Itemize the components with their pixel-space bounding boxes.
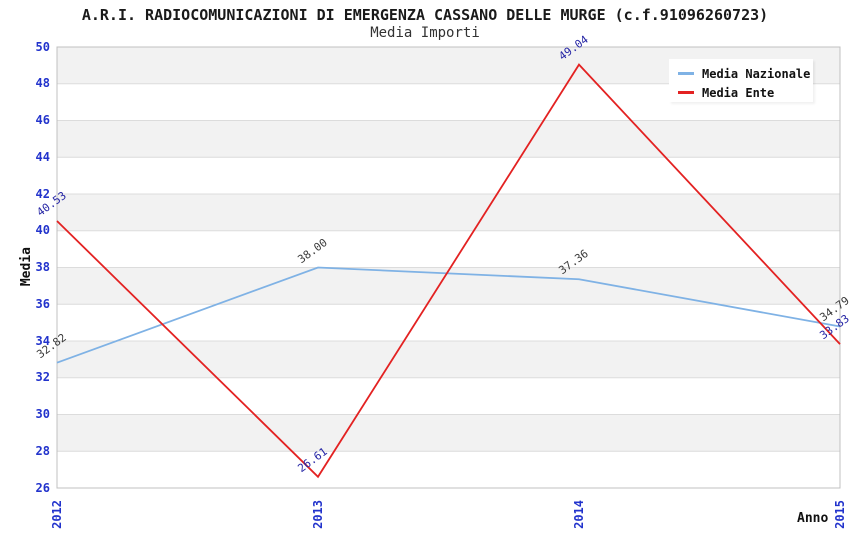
y-axis-title: Media (19, 247, 34, 287)
y-tick-label: 38 (35, 260, 50, 274)
legend-marker-nazionale-icon (678, 72, 694, 75)
legend: Media Nazionale Media Ente (669, 59, 813, 102)
x-tick-label: 2015 (832, 500, 847, 529)
legend-label-nazionale: Media Nazionale (702, 66, 811, 81)
x-axis-title: Anno (797, 511, 829, 526)
y-tick-label: 46 (35, 113, 50, 127)
y-tick-label: 26 (35, 480, 50, 495)
legend-item-ente: Media Ente (678, 83, 813, 102)
x-tick-label: 2013 (310, 500, 325, 529)
legend-label-ente: Media Ente (702, 85, 775, 100)
y-tick-label: 48 (35, 76, 50, 91)
y-tick-label: 42 (35, 186, 50, 201)
y-tick-label: 30 (35, 407, 50, 421)
y-tick-label: 44 (35, 149, 50, 164)
legend-item-nazionale: Media Nazionale (678, 64, 813, 83)
chart-title: A.R.I. RADIOCOMUNICAZIONI DI EMERGENZA C… (81, 6, 769, 24)
y-tick-label: 34 (35, 333, 50, 348)
y-tick-label: 50 (35, 39, 50, 54)
y-tick-label: 32 (35, 370, 50, 385)
y-tick-label: 36 (35, 296, 50, 311)
chart-subtitle: Media Importi (370, 25, 480, 41)
x-tick-label: 2012 (49, 500, 64, 529)
y-tick-label: 28 (35, 443, 50, 458)
x-tick-label: 2014 (571, 500, 586, 529)
y-tick-label: 40 (35, 223, 50, 238)
legend-marker-ente-icon (678, 91, 694, 94)
